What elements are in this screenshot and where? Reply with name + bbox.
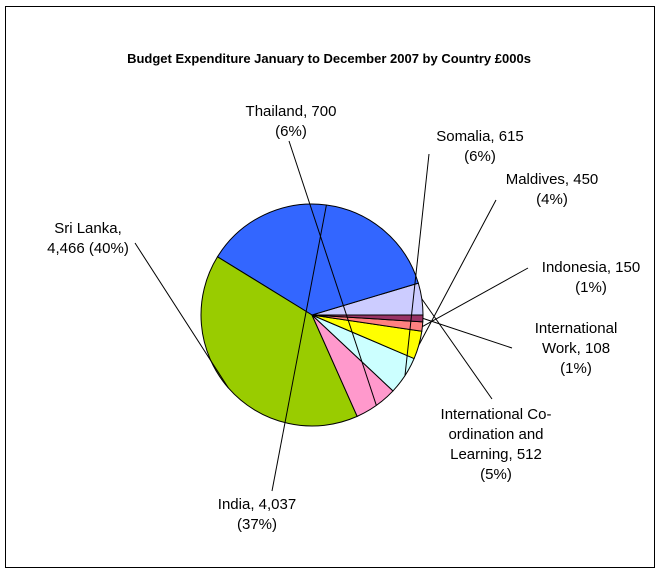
slice-label-somalia: Somalia, 615 (6%): [436, 128, 524, 165]
slice-label-line: (1%): [575, 279, 607, 296]
slice-label-line: International: [535, 320, 618, 337]
pie-slices: [200, 203, 424, 427]
slice-label-line: ordination and: [448, 426, 543, 443]
leader-line: [422, 317, 513, 349]
slice-label-line: Somalia, 615: [436, 128, 524, 145]
slice-label-line: Learning, 512: [450, 446, 542, 463]
slice-label-sri-lanka: Sri Lanka, 4,466 (40%): [47, 220, 129, 257]
slice-label-thailand: Thailand, 700 (6%): [246, 103, 337, 140]
slice-label-indonesia: Indonesia, 150 (1%): [542, 259, 640, 296]
leader-line: [288, 140, 377, 406]
slice-label-line: Work, 108: [542, 340, 610, 357]
chart-title: Budget Expenditure January to December 2…: [127, 51, 531, 66]
slice-label-international-work: International Work, 108 (1%): [535, 320, 618, 377]
pie-slice-international-work: [311, 314, 424, 323]
chart-frame: Budget Expenditure January to December 2…: [5, 6, 655, 568]
slice-label-line: (1%): [560, 360, 592, 377]
slice-label-line: (6%): [275, 123, 307, 140]
slice-label-maldives: Maldives, 450 (4%): [506, 171, 599, 208]
slice-label-line: Maldives, 450: [506, 171, 599, 188]
pie-chart: Budget Expenditure January to December 2…: [47, 51, 640, 533]
slice-label-india: India, 4,037 (37%): [218, 496, 296, 533]
leader-line: [134, 242, 229, 389]
leader-line: [404, 153, 430, 376]
slice-label-international-co-ordination-and-learning: International Co-ordination and Learning,…: [441, 406, 552, 483]
slice-labels: International Co-ordination and Learning,…: [47, 103, 640, 533]
slice-label-line: International Co-: [441, 406, 552, 423]
slice-label-line: (6%): [464, 148, 496, 165]
slice-label-line: Sri Lanka,: [54, 220, 122, 237]
slice-label-line: Thailand, 700: [246, 103, 337, 120]
slice-label-line: 4,466 (40%): [47, 240, 129, 257]
leader-line: [418, 199, 497, 346]
slice-label-line: Indonesia, 150: [542, 259, 640, 276]
slice-label-line: (37%): [237, 516, 277, 533]
slice-label-line: (5%): [480, 466, 512, 483]
leader-line: [271, 204, 327, 492]
leader-line: [422, 267, 529, 327]
slice-label-line: India, 4,037: [218, 496, 296, 513]
leader-lines: [134, 140, 529, 492]
slice-label-line: (4%): [536, 191, 568, 208]
leader-line: [421, 298, 493, 400]
